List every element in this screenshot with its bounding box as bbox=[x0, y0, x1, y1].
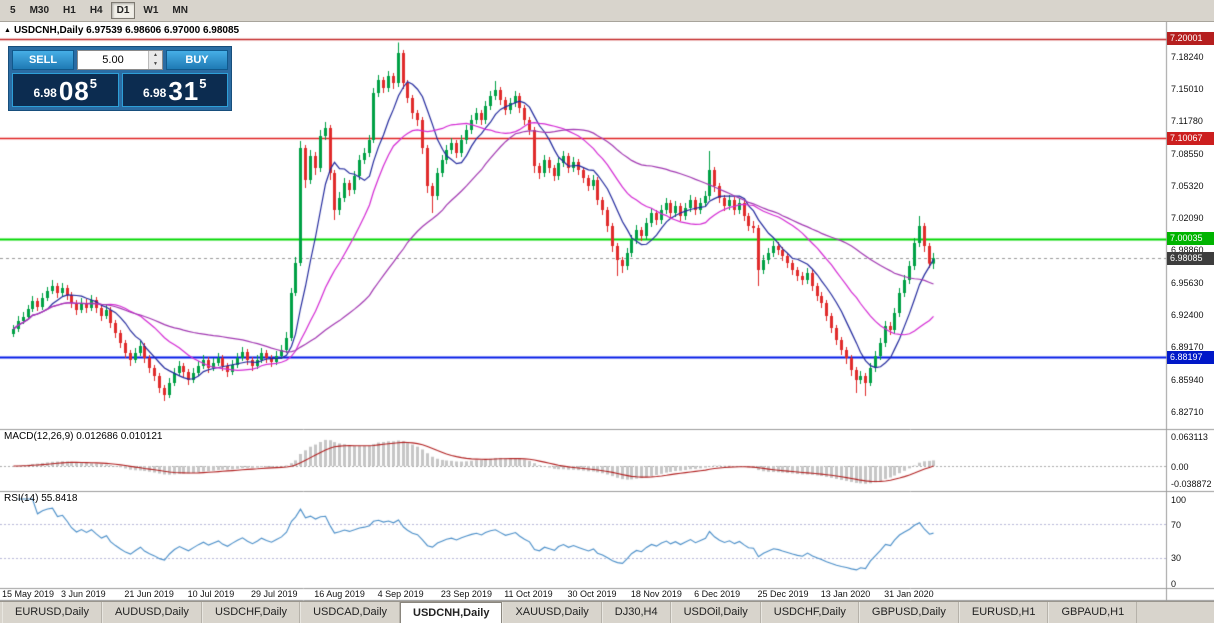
tab-EURUSD-Daily[interactable]: EURUSD,Daily bbox=[2, 602, 102, 623]
date-axis-label: 31 Jan 2020 bbox=[884, 589, 934, 599]
price-badge-7.20001: 7.20001 bbox=[1167, 32, 1214, 46]
macd-indicator-label: MACD(12,26,9) 0.012686 0.010121 bbox=[4, 431, 163, 442]
price-axis-label: 6.89170 bbox=[1171, 342, 1204, 353]
timeframe-5[interactable]: 5 bbox=[4, 2, 22, 19]
sell-price-display[interactable]: 6.98 08 5 bbox=[12, 73, 119, 107]
date-axis-label: 29 Jul 2019 bbox=[250, 589, 298, 599]
timeframe-MN[interactable]: MN bbox=[166, 2, 194, 19]
price-axis-label: 6.98860 bbox=[1171, 245, 1204, 256]
price-badge-7.00035: 7.00035 bbox=[1167, 232, 1214, 246]
price-badge-6.88197: 6.88197 bbox=[1167, 350, 1214, 364]
tab-USDOil-Daily[interactable]: USDOil,Daily bbox=[670, 602, 761, 623]
sell-price-big: 08 bbox=[58, 76, 90, 106]
volume-input[interactable] bbox=[78, 51, 148, 69]
timeframe-D1[interactable]: D1 bbox=[110, 2, 136, 19]
date-axis-label: 21 Jun 2019 bbox=[124, 589, 174, 599]
price-axis-label: 7.11780 bbox=[1171, 116, 1203, 127]
date-axis-label: 13 Jan 2020 bbox=[820, 589, 871, 599]
volume-spinner: ▲ ▼ bbox=[148, 51, 162, 69]
chart-title: ▲ USDCNH,Daily 6.97539 6.98606 6.97000 6.… bbox=[4, 25, 239, 36]
timeframe-toolbar: 5 M30 H1 H4 D1 W1 MN bbox=[0, 0, 1214, 22]
volume-decrease-button[interactable]: ▼ bbox=[149, 60, 162, 69]
timeframe-M30[interactable]: M30 bbox=[24, 2, 55, 19]
price-axis-label: 7.02090 bbox=[1171, 213, 1204, 224]
buy-price-display[interactable]: 6.98 31 5 bbox=[121, 73, 228, 107]
price-axis-label: 6.95630 bbox=[1171, 277, 1204, 288]
rsi-indicator-label: RSI(14) 55.8418 bbox=[4, 493, 78, 504]
buy-price-sup: 5 bbox=[199, 76, 207, 91]
rsi-axis-label: 70 bbox=[1171, 519, 1182, 530]
date-axis-label: 30 Oct 2019 bbox=[567, 589, 617, 599]
tab-USDCHF-Daily[interactable]: USDCHF,Daily bbox=[201, 602, 301, 623]
tab-GBPAUD-H1[interactable]: GBPAUD,H1 bbox=[1048, 602, 1138, 623]
price-axis-label: 7.05320 bbox=[1171, 180, 1204, 191]
chart-title-text: USDCNH,Daily 6.97539 6.98606 6.97000 6.9… bbox=[13, 25, 240, 36]
timeframe-H4[interactable]: H4 bbox=[84, 2, 109, 19]
tab-USDCNH-Daily[interactable]: USDCNH,Daily bbox=[400, 602, 503, 623]
macd-axis-label: 0.00 bbox=[1171, 461, 1189, 472]
timeframe-W1[interactable]: W1 bbox=[137, 2, 164, 19]
buy-price-big: 31 bbox=[168, 76, 200, 106]
price-axis-label: 6.92400 bbox=[1171, 310, 1204, 320]
chart-tabs-bar: EURUSD,Daily AUDUSD,Daily USDCHF,Daily USDC… bbox=[0, 601, 1214, 623]
date-axis-label: 16 Aug 2019 bbox=[314, 589, 365, 599]
timeframe-H1[interactable]: H1 bbox=[57, 2, 82, 19]
buy-button[interactable]: BUY bbox=[166, 50, 228, 70]
sell-price-prefix: 6.98 bbox=[33, 86, 57, 100]
rsi-axis-label: 0 bbox=[1171, 578, 1177, 589]
tab-EURUSD-H1[interactable]: EURUSD,H1 bbox=[958, 602, 1049, 623]
date-axis-label: 11 Oct 2019 bbox=[504, 589, 553, 599]
macd-axis-label: -0.038872 bbox=[1171, 479, 1212, 490]
price-badge-7.10067: 7.10067 bbox=[1167, 131, 1214, 145]
tab-AUDUSD-Daily[interactable]: AUDUSD,Daily bbox=[101, 602, 202, 623]
current-price-badge: 6.98085 bbox=[1167, 251, 1214, 265]
date-axis-label: 6 Dec 2019 bbox=[694, 589, 741, 599]
date-axis-label: 10 Jul 2019 bbox=[187, 589, 235, 599]
date-axis-label: 15 May 2019 bbox=[2, 589, 55, 599]
price-axis-label: 7.08550 bbox=[1171, 148, 1204, 159]
date-axis-label: 25 Dec 2019 bbox=[757, 589, 809, 599]
volume-control: ▲ ▼ bbox=[77, 50, 163, 70]
sell-button[interactable]: SELL bbox=[12, 50, 74, 70]
price-axis-label: 6.85940 bbox=[1171, 374, 1204, 385]
date-axis-label: 3 Jun 2019 bbox=[61, 589, 106, 599]
rsi-axis-label: 30 bbox=[1171, 553, 1182, 564]
macd-axis-label: 0.063113 bbox=[1171, 432, 1208, 443]
buy-price-prefix: 6.98 bbox=[142, 86, 167, 100]
price-axis-label: 7.15010 bbox=[1171, 83, 1204, 94]
price-axis-label: 6.82710 bbox=[1171, 406, 1204, 417]
tab-DJ30-H4[interactable]: DJ30,H4 bbox=[601, 602, 671, 623]
tab-USDCHF-Daily[interactable]: USDCHF,Daily bbox=[760, 602, 859, 623]
volume-increase-button[interactable]: ▲ bbox=[149, 51, 162, 60]
tab-XAUUSD-Daily[interactable]: XAUUSD,Daily bbox=[502, 602, 602, 623]
rsi-axis-label: 100 bbox=[1171, 494, 1187, 505]
price-axis-label: 7.18240 bbox=[1171, 51, 1204, 62]
tab-USDCAD-Daily[interactable]: USDCAD,Daily bbox=[300, 602, 401, 623]
date-axis-label: 23 Sep 2019 bbox=[440, 589, 492, 599]
tab-GBPUSD-Daily[interactable]: GBPUSD,Daily bbox=[858, 602, 959, 623]
sell-price-sup: 5 bbox=[89, 76, 97, 91]
date-axis-label: 18 Nov 2019 bbox=[630, 589, 682, 599]
chart-marker-icon: ▲ bbox=[4, 27, 11, 34]
date-axis-label: 4 Sep 2019 bbox=[377, 589, 424, 599]
